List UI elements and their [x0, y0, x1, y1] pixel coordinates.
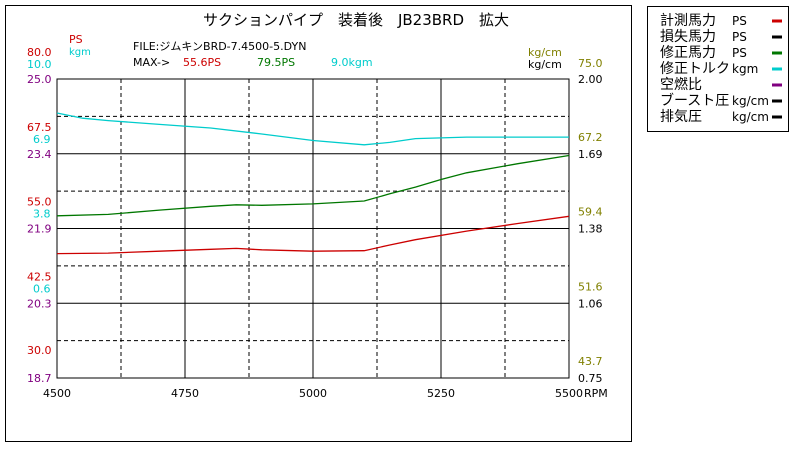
ps-tick-label: 30.0	[27, 344, 52, 357]
afr-tick-label: 25.0	[27, 73, 52, 86]
max-value-measured-ps: 55.6PS	[183, 56, 221, 69]
legend-label: ブースト圧	[660, 92, 729, 109]
kgm-tick-label: 10.0	[27, 58, 52, 71]
kgm-tick-label: 6.9	[33, 133, 51, 146]
pressure-tick-label-black: 2.00	[578, 73, 603, 86]
kgm-tick-label: 3.8	[33, 208, 51, 221]
pressure-tick-label-olive: 51.6	[578, 280, 603, 293]
x-tick-label: 5250	[427, 387, 455, 400]
legend-label: 修正トルク	[660, 61, 730, 77]
legend-label: 修正馬力	[660, 45, 716, 61]
legend-label: 計測馬力	[660, 13, 716, 29]
kgm-axis-unit: kgm	[69, 47, 91, 58]
legend-unit: kg/cm	[732, 94, 769, 108]
afr-tick-label: 21.9	[27, 223, 52, 236]
ps-tick-label: 67.5	[27, 121, 52, 134]
legend-label: 排気圧	[660, 109, 702, 125]
ps-axis-unit: PS	[69, 33, 83, 46]
max-label: MAX->	[133, 56, 170, 69]
chart-frame	[5, 5, 632, 442]
max-value-corrected-ps: 79.5PS	[257, 56, 295, 69]
x-tick-label: 5000	[299, 387, 327, 400]
ps-tick-label: 42.5	[27, 270, 52, 283]
series-line-2	[56, 154, 570, 217]
series-line-0	[56, 215, 570, 255]
pressure-tick-label-black: 1.69	[578, 148, 603, 161]
file-line: FILE:ジムキンBRD-7.4500-5.DYN	[133, 40, 306, 53]
pressure-tick-label-olive: 43.7	[578, 355, 603, 368]
afr-tick-label: 20.3	[27, 297, 52, 310]
max-value-torque: 9.0kgm	[331, 56, 373, 69]
pressure-tick-label-olive: 67.2	[578, 131, 603, 144]
pressure-axis-unit-olive: kg/cm	[528, 46, 562, 59]
afr-tick-label: 18.7	[27, 372, 52, 385]
legend-unit: PS	[732, 30, 747, 44]
ps-tick-label: 80.0	[27, 46, 52, 59]
kgm-tick-label: 0.6	[33, 282, 51, 295]
legend-label: 空燃比	[660, 76, 702, 93]
x-tick-label: 4750	[171, 387, 199, 400]
pressure-tick-label-black: 1.38	[578, 223, 603, 236]
pressure-tick-label-olive: 59.4	[578, 206, 603, 219]
legend: 計測馬力 PS 損失馬力 PS 修正馬力 PS 修正トルク kgm 空燃比 ブースト圧 kg/cm 排…	[647, 6, 789, 132]
legend-unit: PS	[732, 46, 747, 60]
x-tick-label: 5500	[555, 387, 583, 400]
pressure-tick-label-olive: 75.0	[578, 57, 603, 70]
series-line-3	[56, 112, 569, 146]
legend-label: 損失馬力	[660, 29, 716, 45]
ps-tick-label: 55.0	[27, 196, 52, 209]
legend-unit: kgm	[732, 62, 758, 76]
x-axis-label: RPM	[584, 387, 608, 400]
pressure-tick-label-black: 0.75	[578, 372, 603, 385]
afr-tick-label: 23.4	[27, 148, 52, 161]
pressure-tick-label-black: 1.06	[578, 297, 603, 310]
x-tick-label: 4500	[43, 387, 71, 400]
chart-title: サクションパイプ 装着後 JB23BRD 拡大	[203, 11, 509, 29]
pressure-axis-unit-black: kg/cm	[528, 58, 562, 71]
legend-unit: kg/cm	[732, 110, 769, 124]
legend-unit: PS	[732, 14, 747, 28]
